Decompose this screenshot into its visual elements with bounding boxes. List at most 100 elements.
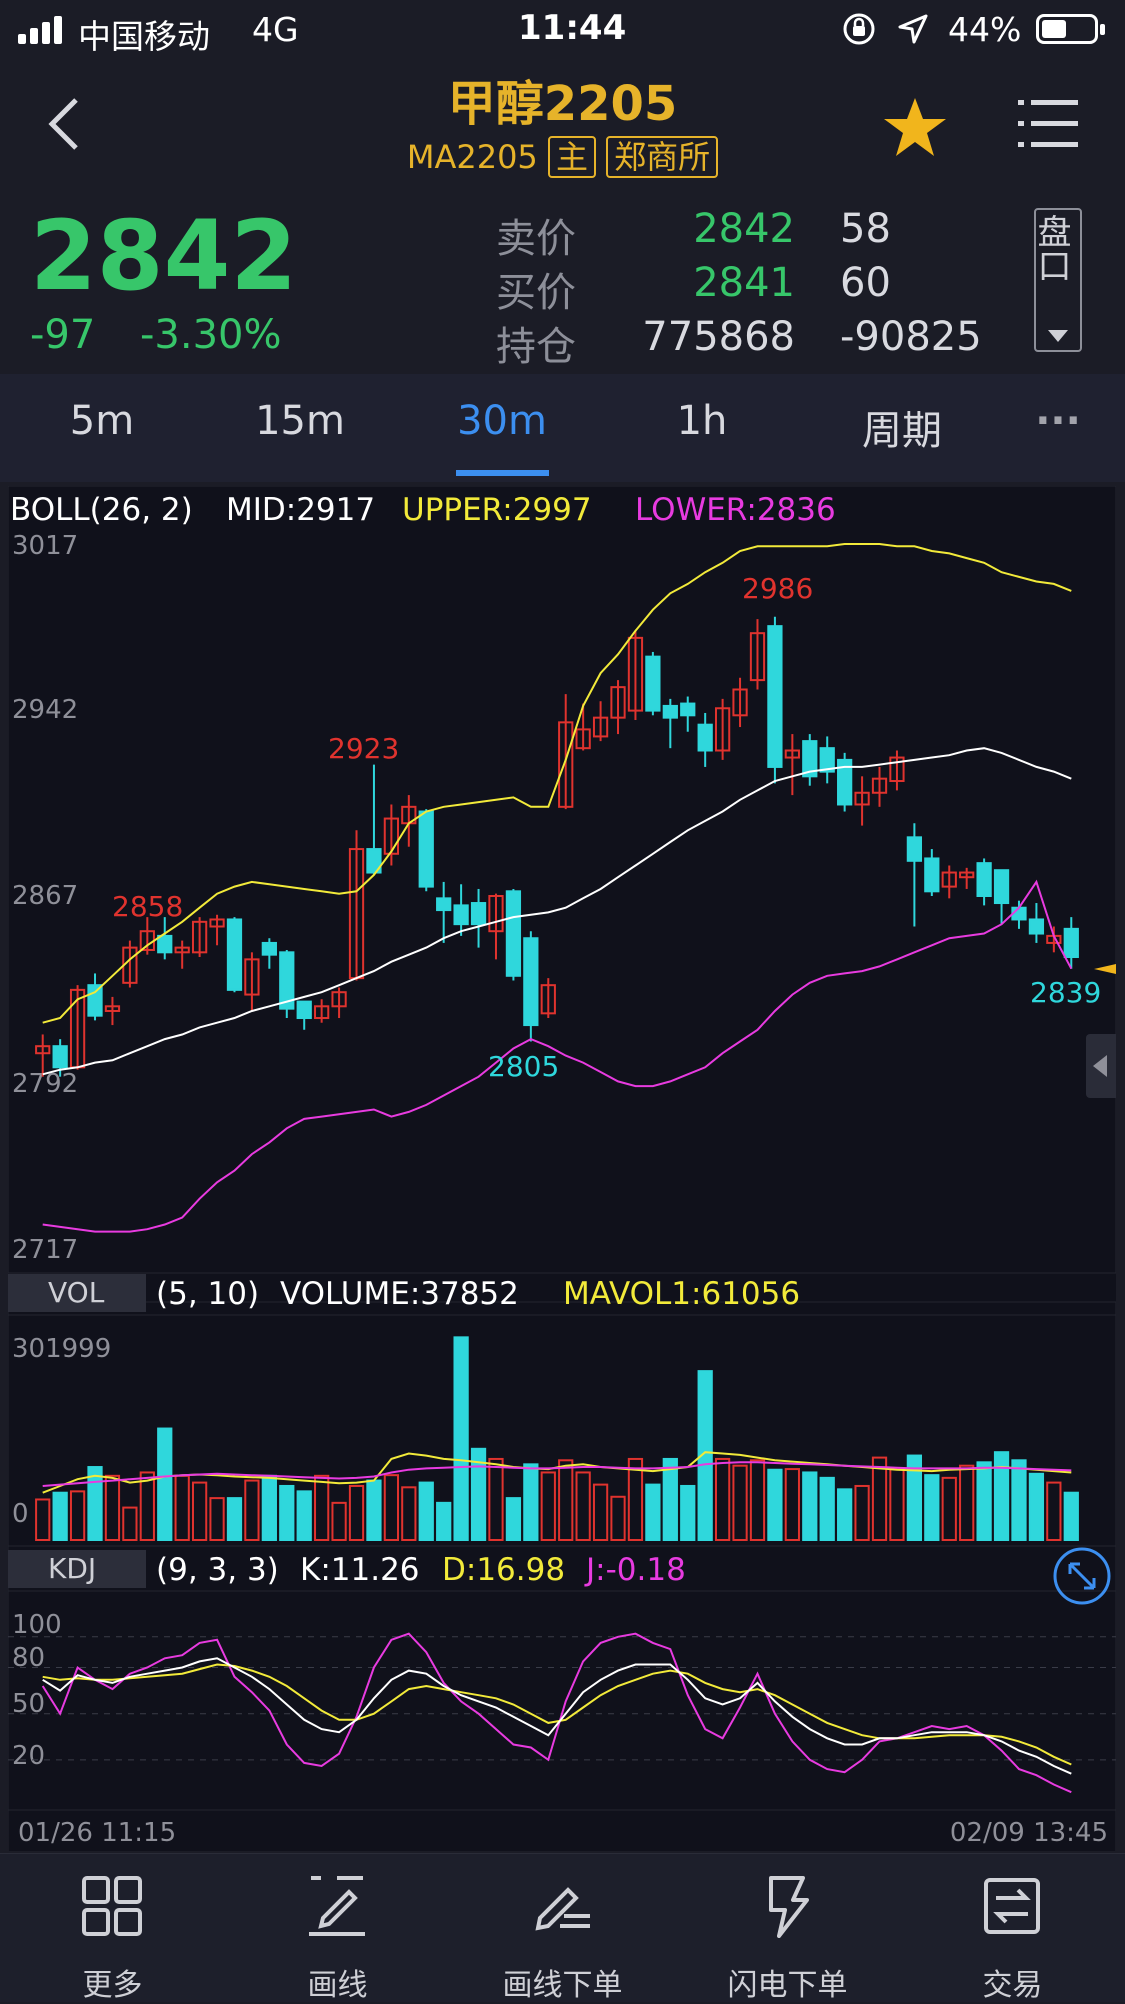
volume-bar — [714, 1457, 731, 1541]
boll-lower-line — [42, 879, 1073, 1233]
kdj-d: D:16.98 — [442, 1552, 565, 1588]
volume-ma2-line — [42, 1461, 1072, 1487]
volume-bar — [662, 1457, 678, 1541]
order-book-button[interactable]: 盘口 — [1031, 208, 1082, 352]
volume-bar — [139, 1471, 155, 1542]
annotation-2839: 2839 — [1030, 976, 1101, 1009]
volume-bar — [401, 1486, 417, 1542]
tab-1h[interactable]: 1h — [676, 398, 728, 444]
lightning-icon — [769, 1876, 809, 1938]
volume-bar — [697, 1370, 713, 1541]
tab-15m[interactable]: 15m — [255, 398, 345, 444]
volume-bar — [610, 1495, 626, 1541]
open-interest: 775868 — [642, 314, 795, 360]
candle-body — [627, 636, 644, 712]
volume-bar — [453, 1336, 469, 1542]
volume-bar — [1063, 1491, 1079, 1542]
nav-trade[interactable]: 交易 — [900, 1854, 1125, 2003]
more-tab[interactable]: ··· — [1035, 398, 1081, 444]
volume-bar — [35, 1498, 51, 1542]
volume-bar — [837, 1488, 853, 1542]
boll-lines-layer — [42, 543, 1073, 1233]
x-start-label: 01/26 11:15 — [18, 1818, 176, 1848]
candle-body — [680, 702, 696, 717]
open-interest-label: 持仓 — [496, 324, 576, 370]
candle-body — [889, 756, 905, 783]
collapse-side-button[interactable] — [1086, 1034, 1116, 1098]
volume-bar — [226, 1497, 243, 1542]
candle-body — [854, 791, 870, 806]
volume-bars-layer — [35, 1336, 1079, 1542]
volume-bar — [592, 1483, 609, 1541]
sell-label: 卖价 — [496, 216, 576, 262]
volume-bar — [418, 1481, 434, 1541]
volume-bar — [871, 1456, 888, 1541]
candle-body — [906, 836, 923, 862]
battery-percent: 44% — [948, 10, 1022, 49]
volume-bar — [558, 1459, 574, 1542]
back-icon[interactable] — [44, 96, 84, 152]
star-icon[interactable] — [882, 96, 948, 158]
kdj-params: (9, 3, 3) — [156, 1552, 279, 1588]
candles-layer — [35, 616, 1079, 1077]
vol-tick-zero: 0 — [12, 1499, 29, 1529]
candle-body — [802, 740, 818, 778]
nav-more[interactable]: 更多 — [0, 1854, 225, 2003]
volume-bar — [749, 1459, 766, 1542]
volume-bar — [941, 1476, 957, 1542]
candle-body — [575, 728, 591, 750]
volume-bar — [732, 1464, 748, 1542]
buy-label: 买价 — [496, 270, 576, 316]
volume-bar — [505, 1497, 522, 1542]
candle-body — [837, 758, 853, 806]
kdj-tick-100: 100 — [12, 1610, 62, 1640]
candle-body — [104, 1005, 121, 1012]
nav-more-label: 更多 — [82, 1968, 143, 2003]
volume-bar — [279, 1484, 295, 1541]
candle-body — [209, 918, 225, 928]
tab-5m[interactable]: 5m — [69, 398, 135, 444]
candle-body — [35, 1045, 51, 1055]
tab-period[interactable]: 周期 — [862, 408, 942, 454]
bottom-nav: 更多 画线 画线下单 闪电下单 交易 — [0, 1853, 1125, 2003]
clock: 11:44 — [518, 8, 627, 48]
contract-code: MA2205 — [406, 138, 538, 176]
volume-ma-lines-layer — [42, 1451, 1072, 1494]
kdj-j-line — [41, 1632, 1072, 1794]
volume-bar — [819, 1476, 835, 1542]
volume-bar — [976, 1461, 992, 1541]
nav-draw-line-label: 画线 — [307, 1968, 368, 2003]
volume-bar — [157, 1427, 173, 1541]
vol-tag[interactable]: VOL — [48, 1276, 105, 1309]
kdj-tick-50: 50 — [12, 1689, 45, 1719]
volume-bar — [470, 1447, 487, 1541]
volume-bar — [122, 1506, 138, 1541]
volume-bar — [627, 1457, 644, 1541]
order-book-label: 盘口 — [1031, 214, 1071, 282]
volume-bar — [52, 1491, 68, 1542]
candle-body — [505, 890, 522, 977]
nav-trade-label: 交易 — [982, 1968, 1043, 2003]
rotation-lock-icon — [843, 13, 875, 45]
open-interest-change: -90825 — [840, 314, 982, 360]
nav-flash-order-label: 闪电下单 — [727, 1968, 848, 2003]
volume-bar — [1011, 1459, 1027, 1542]
volume-bar — [348, 1484, 365, 1541]
volume-bar — [680, 1484, 696, 1541]
candle-body — [453, 904, 469, 926]
candle-body — [383, 817, 400, 855]
chart-area[interactable]: BOLL(26, 2) MID:2917 UPPER:2997 LOWER:28… — [8, 486, 1116, 1851]
volume-bar — [1028, 1472, 1045, 1541]
volume-bar — [209, 1497, 225, 1542]
nav-draw-line[interactable]: 画线 — [225, 1854, 450, 2003]
candle-body — [749, 632, 766, 682]
candle-body — [157, 934, 173, 954]
tab-30m[interactable]: 30m — [457, 398, 547, 444]
menu-icon[interactable] — [1018, 98, 1078, 150]
nav-flash-order[interactable]: 闪电下单 — [675, 1854, 900, 2003]
kdj-tag[interactable]: KDJ — [48, 1552, 96, 1585]
expand-icon[interactable] — [1052, 1546, 1112, 1606]
nav-draw-order[interactable]: 画线下单 — [450, 1854, 675, 2003]
sell-price: 2842 — [693, 206, 795, 252]
volume-bar — [488, 1457, 504, 1541]
